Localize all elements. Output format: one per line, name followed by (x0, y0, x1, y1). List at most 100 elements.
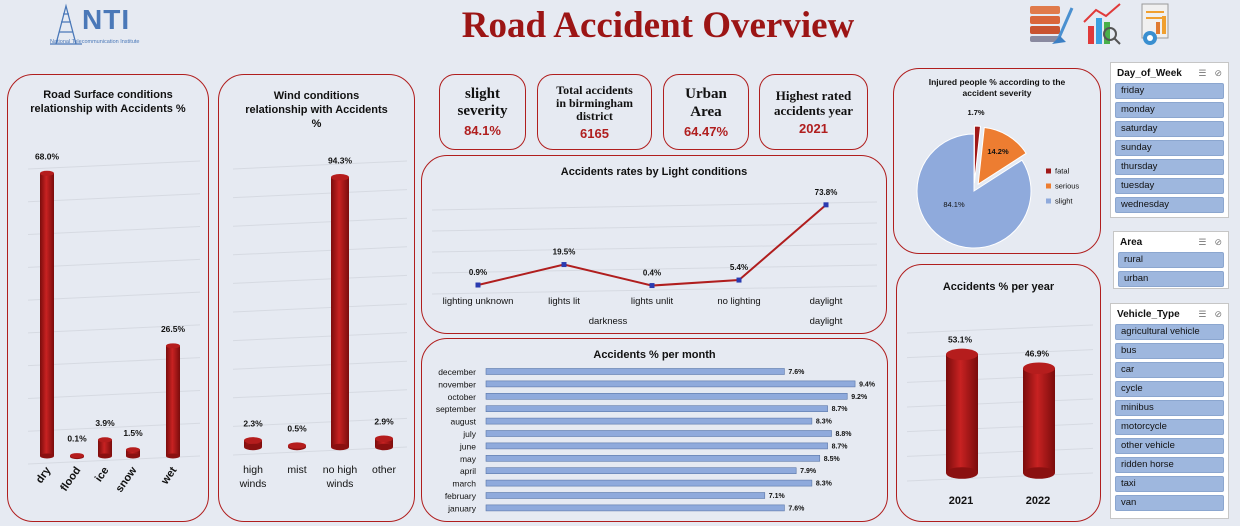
gridline (232, 389, 408, 399)
data-label: 19.5% (553, 248, 576, 257)
gridline (232, 217, 408, 227)
bar-base (40, 453, 54, 459)
data-label: 14.2% (987, 147, 1009, 156)
light-title: Accidents rates by Light conditions (560, 166, 748, 178)
legend-entry: fatal (1055, 167, 1070, 176)
gridline (906, 349, 1094, 359)
gridline (431, 222, 878, 232)
tick-label: june (459, 441, 476, 451)
data-label: 8.7% (832, 443, 849, 450)
gridline (27, 226, 201, 236)
data-label: 0.4% (643, 269, 661, 278)
tick-label: november (438, 379, 476, 389)
tick-label: december (438, 367, 476, 377)
data-label: 53.1% (948, 334, 973, 344)
pie-slice (916, 133, 1032, 249)
slicer-item[interactable]: rural (1118, 252, 1224, 268)
clear-filter-icon[interactable]: ⊘ (1214, 67, 1222, 78)
kpi-label: Urban Area (685, 86, 727, 120)
gridline (27, 193, 201, 203)
slicer-item[interactable]: minibus (1115, 400, 1224, 416)
bar-top (98, 437, 112, 443)
data-label: 26.5% (161, 324, 186, 334)
bar-base (166, 453, 180, 459)
bar (40, 173, 54, 457)
multi-select-icon[interactable]: ☰ (1198, 236, 1207, 247)
clear-filter-icon[interactable]: ⊘ (1214, 308, 1222, 319)
multi-select-icon[interactable]: ☰ (1198, 308, 1207, 319)
tick-label: april (460, 466, 476, 476)
tick-label: dry (34, 464, 54, 486)
slicer-item[interactable]: other vehicle (1115, 438, 1224, 454)
bar (331, 177, 349, 447)
kpi-value: 64.47% (683, 124, 729, 139)
tick-label: wet (159, 465, 180, 488)
slicer-item[interactable]: van (1115, 495, 1224, 511)
slicer-item[interactable]: ridden horse (1115, 457, 1224, 473)
tick-label: lights lit (548, 296, 580, 307)
gridline (431, 285, 878, 295)
slicer-item[interactable]: car (1115, 362, 1224, 378)
year-title: Accidents % per year (942, 281, 1055, 293)
data-label: 84.1% (943, 200, 965, 209)
road-surface-chart: 68.0% dry 0.1% flood 3.9% ice 1.5% snow 26.5% wet (27, 151, 201, 495)
gridline (431, 243, 878, 253)
kpi-slight-severity: slight severity 84.1% (439, 74, 526, 150)
data-point (561, 262, 567, 268)
gridline (906, 373, 1094, 383)
gridline (232, 417, 408, 427)
bar-top (1023, 362, 1055, 375)
tick-label: daylight (810, 296, 843, 307)
clear-filter-icon[interactable]: ⊘ (1214, 236, 1222, 247)
nti-logo: NTI National Telecommunication Institute (44, 0, 184, 50)
slicer-area: Area ☰ ⊘ rural urban (1113, 231, 1229, 289)
slicer-item[interactable]: bus (1115, 343, 1224, 359)
tick-label: mist (287, 464, 306, 476)
slicer-item[interactable]: tuesday (1115, 178, 1224, 194)
gridline (232, 246, 408, 256)
bar (946, 354, 978, 473)
bar-top (126, 447, 140, 453)
slicer-item[interactable]: cycle (1115, 381, 1224, 397)
data-point (649, 283, 655, 289)
slicer-item[interactable]: urban (1118, 271, 1224, 287)
bar (1023, 368, 1055, 473)
gridline (906, 423, 1094, 433)
data-label: 7.9% (800, 468, 817, 475)
data-label: 7.1% (769, 493, 786, 500)
bar (485, 442, 828, 450)
bar-top (946, 348, 978, 361)
kpi-label: Total accidents in birmingham district (555, 82, 633, 123)
tick-label: march (452, 479, 476, 489)
wind-chart: 2.3% high winds 0.5% mist 94.3% no high winds 2.… (232, 155, 408, 490)
tick-label: september (436, 404, 476, 414)
slicer-item[interactable]: taxi (1115, 476, 1224, 492)
slicer-title: Vehicle_Type (1117, 308, 1180, 320)
slicer-item[interactable]: monday (1115, 102, 1224, 118)
gridline (232, 360, 408, 370)
slicer-item[interactable]: sunday (1115, 140, 1224, 156)
slicer-vehicle-type: Vehicle_Type ☰ ⊘ agricultural vehicle bus c… (1110, 303, 1229, 519)
header-icons (1026, 0, 1186, 50)
slicer-item[interactable]: friday (1115, 83, 1224, 99)
gridline (232, 160, 408, 170)
data-label: 7.6% (788, 369, 805, 376)
tick-label: no lighting (717, 296, 760, 307)
slicer-item[interactable]: agricultural vehicle (1115, 324, 1224, 340)
data-label: 68.0% (35, 151, 60, 161)
antenna-logo-icon (50, 3, 82, 45)
bar (485, 492, 766, 499)
slicer-item[interactable]: saturday (1115, 121, 1224, 137)
bar (485, 467, 797, 474)
data-label: 1.7% (967, 108, 984, 117)
legend-entry: serious (1055, 182, 1079, 191)
slicer-item[interactable]: wednesday (1115, 197, 1224, 213)
gridline (906, 447, 1094, 457)
multi-select-icon[interactable]: ☰ (1198, 67, 1207, 78)
tick-label: 2022 (1026, 495, 1050, 507)
slicer-item[interactable]: motorcycle (1115, 419, 1224, 435)
group-label: daylight (810, 316, 843, 327)
tick-label: february (445, 491, 477, 501)
slicer-item[interactable]: thursday (1115, 159, 1224, 175)
kpi-highest-year: Highest rated accidents year 2021 (759, 74, 868, 150)
